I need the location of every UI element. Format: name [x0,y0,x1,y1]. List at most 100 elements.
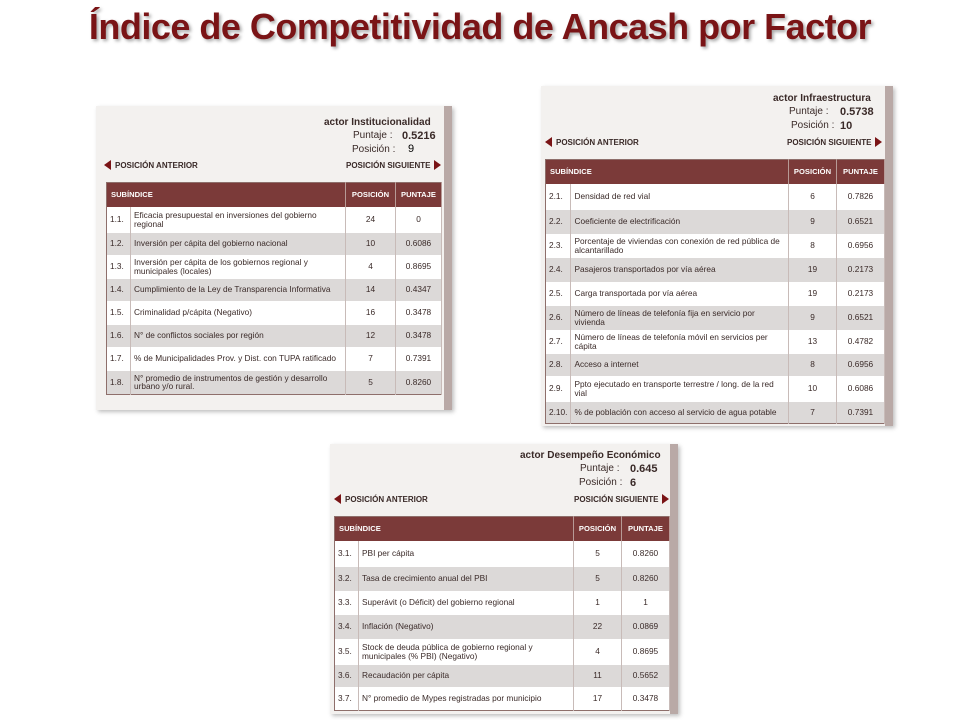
posicion-label: Posición : [791,120,835,131]
header-puntaje: PUNTAJE [621,516,670,541]
table-row: 1.3. Inversión per cápita de los gobiern… [106,254,442,279]
arrow-left-icon [104,160,111,170]
row-number: 3.1. [334,540,359,567]
row-score: 0.8260 [621,566,670,591]
row-position: 9 [788,305,837,330]
table-row: 2.3. Porcentaje de viviendas con conexió… [545,233,885,258]
table-row: 3.4. Inflación (Negativo) 22 0.0869 [334,614,670,639]
panel-edge [670,444,678,714]
table-header-row: SUBÍNDICE POSICIÓN PUNTAJE [334,516,670,541]
row-position: 7 [345,346,396,371]
row-score: 0.8695 [621,638,670,665]
row-position: 9 [788,209,837,234]
row-score: 1 [621,590,670,615]
table-row: 2.7. Número de líneas de telefonía móvil… [545,329,885,354]
subindex-table: SUBÍNDICE POSICIÓN PUNTAJE 3.1. PBI per … [334,516,670,711]
row-name: Número de líneas de telefonía fija en se… [570,305,789,330]
header-posicion: POSICIÓN [788,159,837,184]
row-position: 4 [345,254,396,279]
row-number: 2.7. [545,329,572,354]
posicion-value: 6 [630,477,637,489]
row-name: Densidad de red vial [570,183,789,210]
header-puntaje: PUNTAJE [395,182,442,207]
next-position-link[interactable]: POSICIÓN SIGUIENTE [574,494,670,504]
previous-position-link[interactable]: POSICIÓN ANTERIOR [545,137,639,147]
row-position: 6 [788,183,837,210]
row-position: 4 [573,638,622,665]
row-number: 1.3. [106,254,131,279]
posicion-label: Posición : [579,477,623,488]
arrow-right-icon [434,160,442,170]
row-number: 3.2. [334,566,359,591]
row-score: 0.0869 [621,614,670,639]
row-number: 2.8. [545,353,572,376]
row-number: 1.8. [106,370,131,395]
factor-title: actor Desempeño Económico [520,450,661,461]
arrow-right-icon [875,137,883,147]
row-position: 8 [788,233,837,258]
previous-position-label: POSICIÓN ANTERIOR [345,494,428,504]
row-position: 5 [573,540,622,567]
puntaje-value: 0.5738 [840,106,874,118]
table-row: 1.7. % de Municipalidades Prov. y Dist. … [106,346,442,371]
row-number: 3.6. [334,664,359,687]
row-name: PBI per cápita [358,540,574,567]
row-number: 3.5. [334,638,359,665]
table-row: 3.3. Superávit (o Déficit) del gobierno … [334,590,670,615]
previous-position-link[interactable]: POSICIÓN ANTERIOR [334,494,428,504]
header-puntaje: PUNTAJE [836,159,885,184]
row-position: 10 [788,375,837,402]
row-number: 2.2. [545,209,572,234]
table-row: 1.1. Eficacia presupuestal en inversione… [106,206,442,233]
row-name: Inversión per cápita del gobierno nacion… [130,232,346,255]
row-name: Ppto ejecutado en transporte terrestre /… [570,375,789,402]
row-number: 1.4. [106,278,131,301]
row-score: 0 [395,206,442,233]
row-position: 11 [573,664,622,687]
table-header-row: SUBÍNDICE POSICIÓN PUNTAJE [545,159,885,184]
row-number: 2.4. [545,257,572,282]
row-name: % de población con acceso al servicio de… [570,401,789,424]
table-row: 3.1. PBI per cápita 5 0.8260 [334,540,670,567]
previous-position-link[interactable]: POSICIÓN ANTERIOR [104,160,198,170]
row-score: 0.4347 [395,278,442,301]
table-header-row: SUBÍNDICE POSICIÓN PUNTAJE [106,182,442,207]
puntaje-label: Puntaje : [789,106,829,117]
factor-title: actor Institucionalidad [324,117,431,128]
row-position: 19 [788,257,837,282]
table-row: 2.5. Carga transportada por vía aérea 19… [545,281,885,306]
table-row: 2.6. Número de líneas de telefonía fija … [545,305,885,330]
row-name: Acceso a internet [570,353,789,376]
row-position: 7 [788,401,837,424]
row-name: N° de conflictos sociales por región [130,324,346,347]
row-score: 0.8260 [395,370,442,395]
row-score: 0.3478 [621,686,670,711]
row-name: Inflación (Negativo) [358,614,574,639]
next-position-link[interactable]: POSICIÓN SIGUIENTE [787,137,883,147]
panel-edge [444,106,452,410]
row-score: 0.6956 [836,353,885,376]
row-name: Pasajeros transportados por vía aérea [570,257,789,282]
row-number: 1.6. [106,324,131,347]
row-position: 17 [573,686,622,711]
row-score: 0.2173 [836,257,885,282]
row-number: 2.10. [545,401,572,424]
row-number: 1.7. [106,346,131,371]
row-position: 1 [573,590,622,615]
puntaje-label: Puntaje : [353,130,393,141]
factor-panel-desempeno-economico: actor Desempeño Económico Puntaje : 0.64… [330,444,678,714]
posicion-value: 10 [840,120,853,132]
row-score: 0.8695 [395,254,442,279]
panel-edge [885,86,893,426]
header-subindice: SUBÍNDICE [334,516,574,541]
row-name: Stock de deuda pública de gobierno regio… [358,638,574,665]
next-position-link[interactable]: POSICIÓN SIGUIENTE [346,160,442,170]
header-subindice: SUBÍNDICE [106,182,346,207]
row-number: 3.7. [334,686,359,711]
row-name: Eficacia presupuestal en inversiones del… [130,206,346,233]
row-number: 1.1. [106,206,131,233]
row-name: Carga transportada por vía aérea [570,281,789,306]
table-row: 2.8. Acceso a internet 8 0.6956 [545,353,885,376]
row-number: 2.6. [545,305,572,330]
puntaje-label: Puntaje : [580,463,620,474]
